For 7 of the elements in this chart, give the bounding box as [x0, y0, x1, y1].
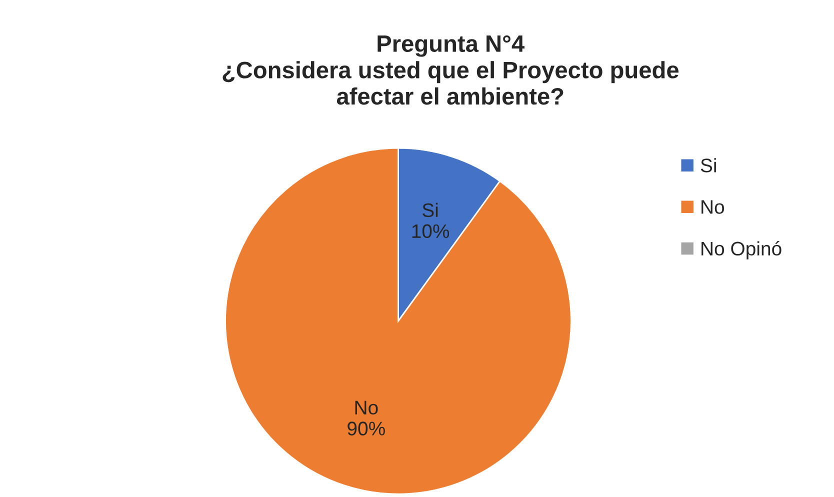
legend-label: No Opinó [702, 241, 782, 260]
chart-title: Pregunta N°4 ¿Considera usted que el Proyecto puede afectar el ambiente? [222, 35, 679, 105]
legend-label: No [702, 200, 724, 214]
pie-slice [224, 147, 572, 495]
data-label: Si 10% [412, 202, 450, 238]
legend-label: Si [700, 158, 716, 172]
data-label: No 90% [348, 400, 385, 436]
